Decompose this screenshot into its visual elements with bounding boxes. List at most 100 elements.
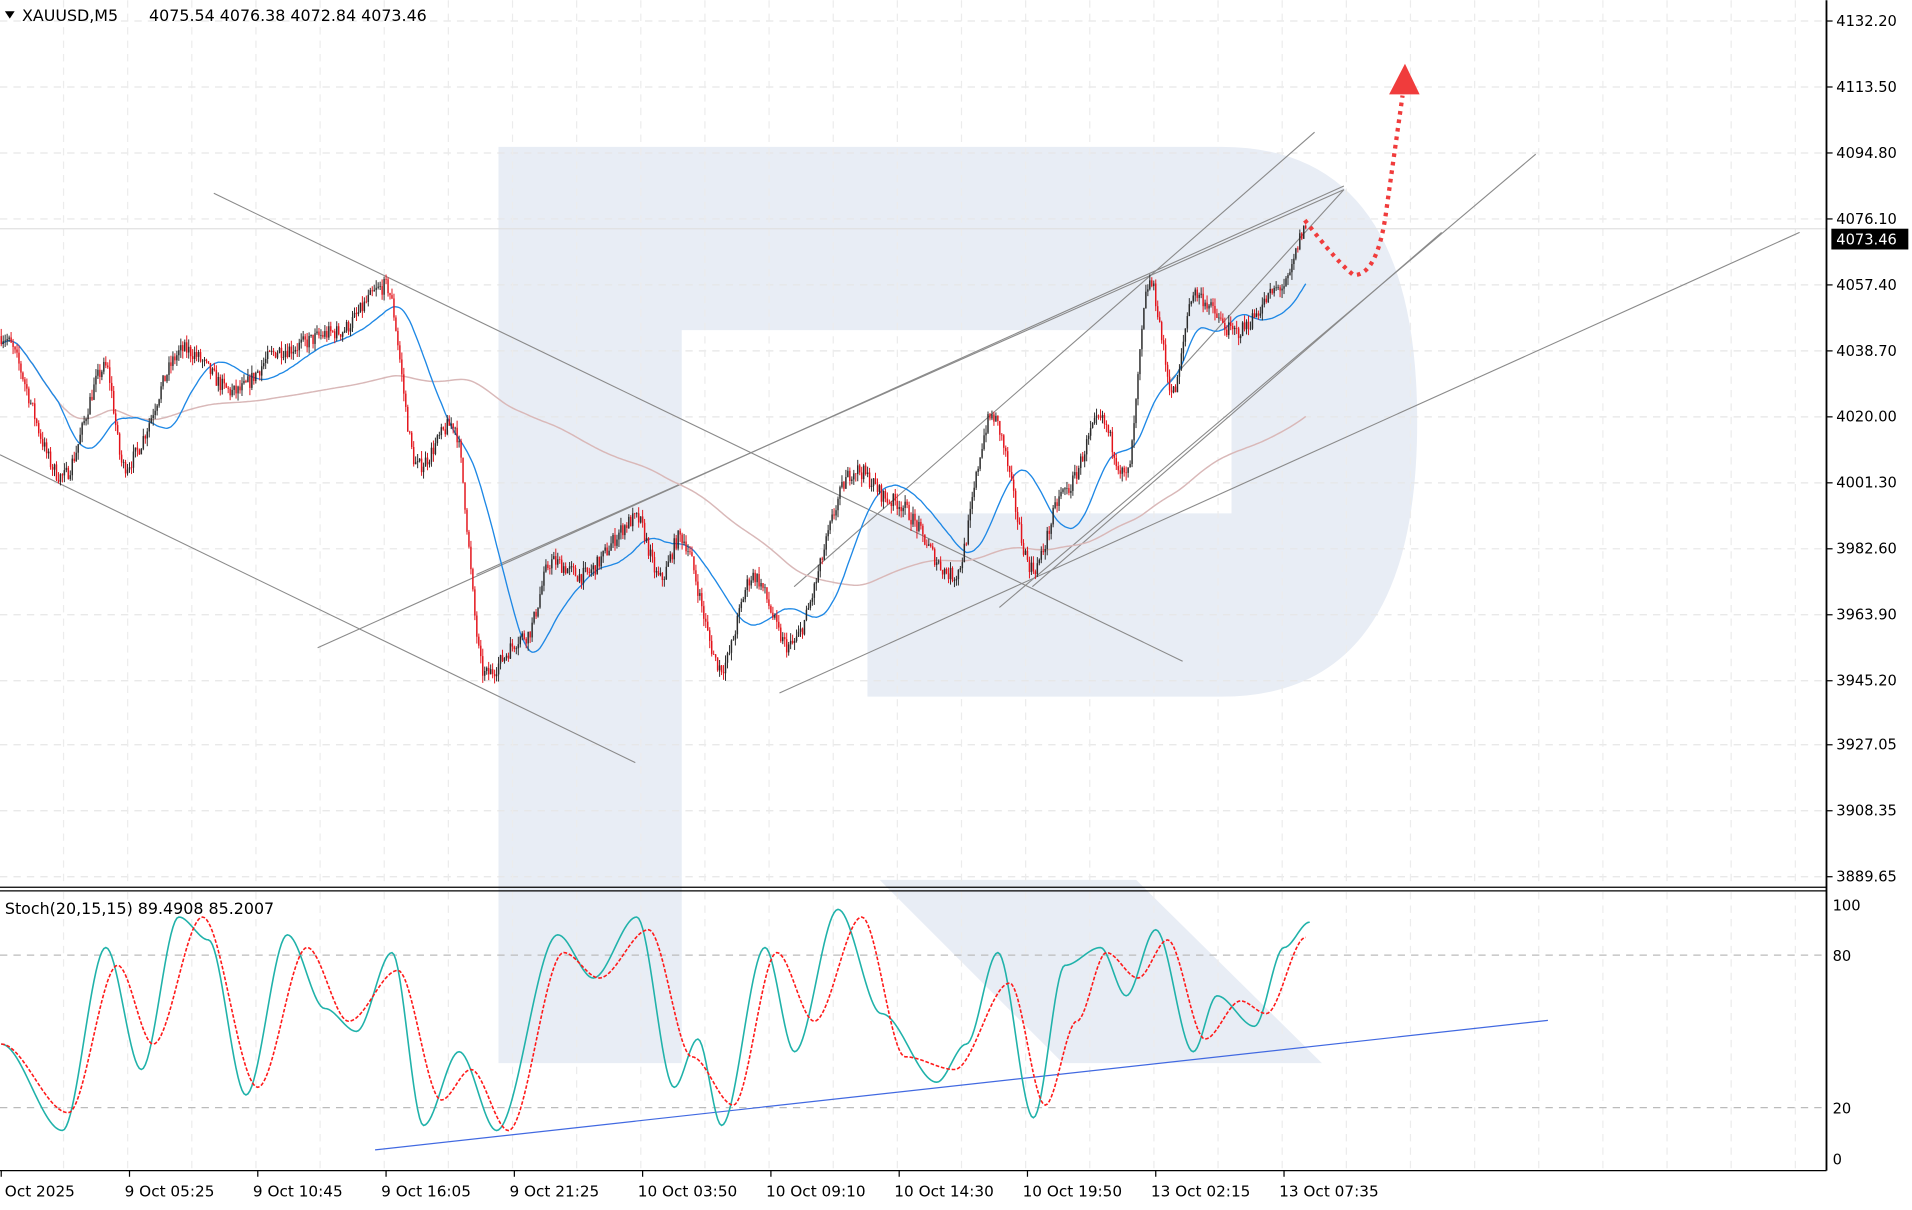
candle-body (1147, 289, 1149, 292)
fast-ma-line (0, 283, 1307, 653)
candle (685, 535, 687, 555)
candle (870, 478, 873, 492)
candle (1036, 557, 1039, 577)
candle-body (519, 636, 522, 645)
candle (112, 385, 115, 415)
stoch-trendline[interactable] (375, 1019, 1548, 1151)
candle-body (805, 609, 808, 620)
candle (1107, 424, 1110, 437)
candle (651, 543, 654, 563)
candle-body (397, 330, 399, 346)
candle (237, 385, 239, 401)
candle (926, 539, 928, 549)
candle (1259, 306, 1262, 319)
candle (1143, 307, 1145, 330)
candle (450, 417, 452, 430)
candle-body (659, 573, 662, 575)
candle (1188, 298, 1191, 317)
candle-body (689, 551, 691, 553)
price-axis[interactable]: 4132.20 4113.50 4094.80 4076.10 4057.40 4038.… (1826, 13, 1897, 886)
candle (174, 353, 176, 365)
candle (93, 377, 95, 401)
candle (107, 362, 109, 369)
candle-body (851, 479, 853, 481)
candle (1123, 465, 1125, 477)
candle (932, 542, 934, 551)
candle (795, 629, 798, 643)
candle (164, 375, 166, 382)
candle-body (898, 507, 900, 510)
candle (401, 352, 403, 382)
candle (1204, 299, 1206, 310)
trendline[interactable] (793, 131, 1315, 588)
candle-body (1007, 451, 1009, 467)
candle-body (79, 434, 81, 445)
candle-body (612, 534, 614, 544)
candle-body (182, 345, 184, 352)
candle (103, 357, 105, 375)
candle (835, 505, 837, 521)
candle (1182, 334, 1185, 361)
candle (659, 567, 662, 577)
trendline[interactable] (476, 189, 1345, 575)
candle-body (718, 665, 721, 671)
candle (249, 374, 251, 396)
candle-body (1080, 456, 1082, 469)
candle (197, 349, 200, 363)
candle (1255, 307, 1258, 318)
candle (612, 532, 614, 549)
trendline[interactable] (0, 454, 636, 764)
candle-body (389, 293, 391, 296)
candle (983, 428, 985, 451)
candle (225, 382, 227, 389)
candle (389, 292, 391, 300)
trendline[interactable] (1031, 231, 1442, 588)
candle-body (343, 330, 346, 333)
candle (995, 412, 997, 422)
candle (1042, 543, 1044, 556)
candle-body (896, 500, 898, 510)
candle-body (365, 301, 368, 303)
trendline[interactable] (999, 153, 1537, 608)
candle-body (1172, 386, 1175, 393)
candle-body (803, 619, 806, 635)
candle (916, 519, 918, 539)
trendline[interactable] (213, 192, 1183, 662)
candle-body (89, 396, 91, 415)
candle-body (787, 644, 790, 653)
candle (294, 346, 297, 355)
candle-body (130, 467, 133, 469)
candle-body (286, 351, 289, 358)
candle-body (910, 519, 912, 525)
candle (1008, 465, 1011, 478)
price-tick-label: 4094.80 (1836, 145, 1897, 162)
candle-body (418, 458, 421, 462)
candle (531, 617, 533, 642)
trendline[interactable] (779, 231, 1800, 694)
candle-body (207, 361, 210, 364)
candle-body (989, 414, 991, 419)
candle-body (632, 513, 634, 527)
time-axis[interactable]: 8 Oct 2025 9 Oct 05:25 9 Oct 10:45 9 Oct 16… (0, 1170, 1379, 1201)
trendline[interactable] (1160, 189, 1345, 392)
candle (799, 621, 802, 637)
candle (981, 443, 983, 459)
candle-body (1131, 440, 1133, 464)
candle (489, 664, 492, 675)
candle-body (1208, 305, 1210, 309)
candle-body (774, 614, 776, 618)
candle-body (758, 573, 760, 587)
candle (452, 423, 454, 434)
candle-body (963, 543, 966, 563)
collapse-triangle-icon[interactable] (4, 11, 15, 19)
candle-body (525, 638, 527, 644)
candle (507, 652, 510, 662)
candle (614, 527, 616, 551)
candle-body (276, 352, 279, 358)
candle (1245, 319, 1248, 335)
candle-body (505, 655, 508, 658)
candle-body (361, 302, 364, 311)
candle (845, 469, 847, 489)
candle (1253, 309, 1256, 319)
